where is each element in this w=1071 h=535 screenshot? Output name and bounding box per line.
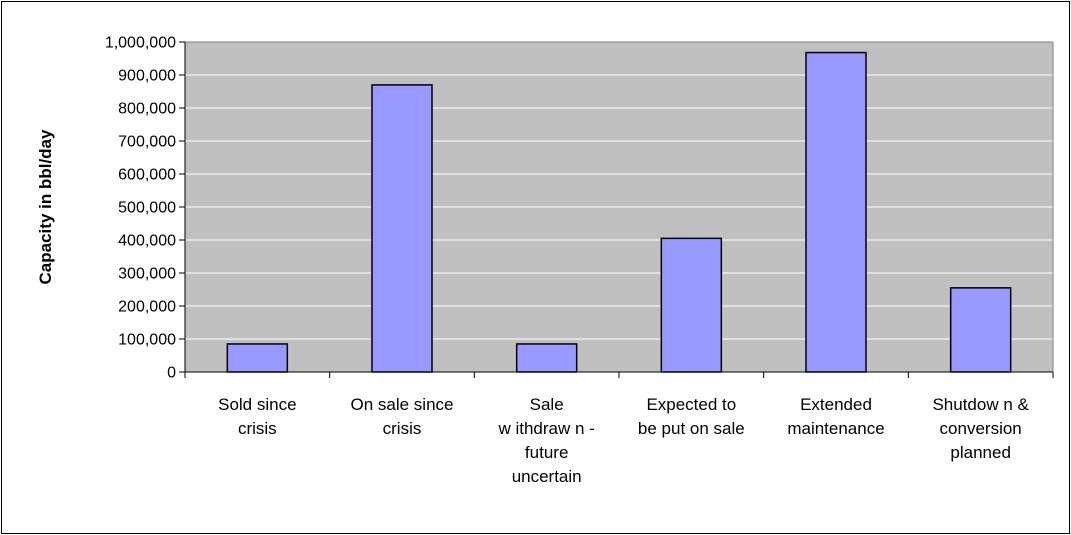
- bar: [371, 84, 433, 373]
- x-tick-labels: Sold since crisis On sale since crisis Sale w…: [218, 395, 1029, 486]
- y-tick-label: 300,000: [118, 266, 176, 283]
- x-tick-label: Shutdow n & conversion planned: [932, 395, 1029, 462]
- y-tick-label: 0: [167, 365, 176, 382]
- bar: [515, 343, 578, 373]
- y-tick-labels: 0 100,000 200,000 300,000 400,000 500,000 600,…: [105, 35, 176, 382]
- x-tick-label: Sale w ithdraw n -future uncertain: [497, 395, 594, 486]
- bar: [660, 237, 723, 373]
- x-tick-label: Extended maintenance: [787, 395, 884, 438]
- x-tick-label: Sold since crisis: [218, 395, 296, 438]
- x-tick-label: Expected to be put on sale: [638, 395, 745, 438]
- y-tick-label: 400,000: [118, 233, 176, 250]
- bar: [805, 51, 867, 373]
- y-tick-label: 500,000: [118, 200, 176, 217]
- y-axis-label: Capacity in bbl/day: [36, 129, 55, 284]
- y-tick-label: 900,000: [118, 68, 176, 85]
- y-tick-label: 800,000: [118, 101, 176, 118]
- y-tick-label: 200,000: [118, 299, 176, 316]
- bar: [949, 287, 1012, 373]
- y-tick-label: 1,000,000: [105, 35, 176, 52]
- y-tick-label: 700,000: [118, 134, 176, 151]
- bar: [226, 343, 289, 373]
- x-tick-label: On sale since crisis: [351, 395, 454, 438]
- y-tick-label: 600,000: [118, 167, 176, 184]
- axes: [179, 41, 1054, 378]
- y-tick-label: 100,000: [118, 332, 176, 349]
